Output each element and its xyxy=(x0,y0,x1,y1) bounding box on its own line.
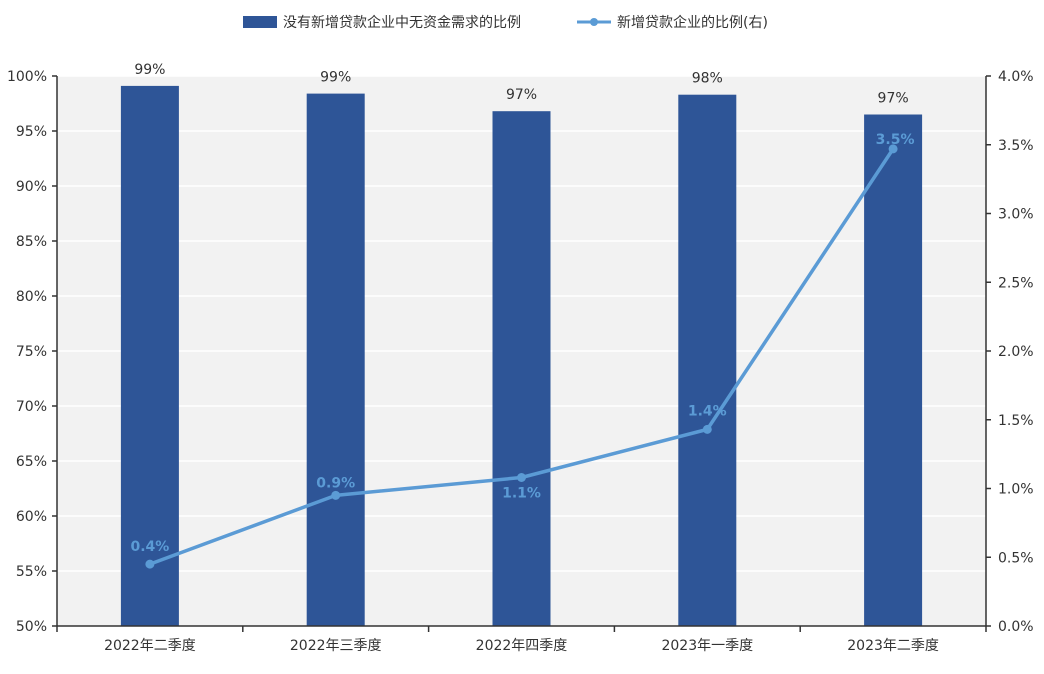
line-data-label: 0.9% xyxy=(316,475,355,491)
bar xyxy=(306,93,365,627)
x-tick-label: 2022年四季度 xyxy=(476,638,568,654)
right-tick-label: 3.0% xyxy=(998,207,1034,223)
left-tick-label: 80% xyxy=(16,289,47,305)
line-data-label: 1.1% xyxy=(502,486,541,502)
legend-bar-swatch xyxy=(243,16,277,28)
bar xyxy=(492,111,551,626)
bar-data-label: 98% xyxy=(692,71,723,87)
left-tick-label: 85% xyxy=(16,234,47,250)
left-tick-label: 95% xyxy=(16,124,47,140)
bar-data-label: 99% xyxy=(134,62,165,78)
left-tick-label: 50% xyxy=(16,619,47,635)
bar-series xyxy=(120,85,923,627)
left-tick-label: 70% xyxy=(16,399,47,415)
bar xyxy=(678,94,737,626)
line-data-label: 1.4% xyxy=(688,403,727,419)
legend-line-marker xyxy=(590,18,598,26)
line-series xyxy=(145,144,898,569)
right-tick-label: 1.5% xyxy=(998,413,1034,429)
x-tick-label: 2023年一季度 xyxy=(661,638,753,654)
axes: 50% 55% 60% 65% 70% 75% 80% 85% 90% 95% 100% 0.0% 0.… xyxy=(7,69,1034,654)
line-point xyxy=(331,490,341,500)
legend-bar-label: 没有新增贷款企业中无资金需求的比例 xyxy=(283,14,521,31)
x-tick-label: 2023年二季度 xyxy=(847,638,939,654)
left-tick-label: 90% xyxy=(16,179,47,195)
x-tick-label: 2022年三季度 xyxy=(290,638,382,654)
line-point xyxy=(517,473,526,482)
right-tick-label: 2.5% xyxy=(998,275,1034,291)
right-tick-label: 2.0% xyxy=(998,344,1034,360)
left-tick-label: 60% xyxy=(16,509,47,525)
right-tick-label: 0.5% xyxy=(998,550,1034,566)
legend[interactable]: 没有新增贷款企业中无资金需求的比例 新增贷款企业的比例(右) xyxy=(243,14,768,31)
right-tick-label: 0.0% xyxy=(998,619,1034,635)
line-point xyxy=(888,144,898,154)
bar xyxy=(864,114,923,626)
bar-data-label: 97% xyxy=(878,91,909,107)
line-point xyxy=(702,424,712,434)
line-point xyxy=(145,559,155,569)
left-tick-label: 75% xyxy=(16,344,47,360)
right-tick-label: 1.0% xyxy=(998,482,1034,498)
line-data-label: 3.5% xyxy=(876,132,915,148)
legend-line-label: 新增贷款企业的比例(右) xyxy=(617,14,768,31)
right-tick-label: 3.5% xyxy=(998,138,1034,154)
bar xyxy=(120,85,179,626)
left-tick-label: 100% xyxy=(7,69,47,85)
left-tick-label: 55% xyxy=(16,564,47,580)
right-tick-label: 4.0% xyxy=(998,69,1034,85)
data-labels: 99% 99% 97% 98% 97% 0.4% 0.9% 1.1% 1.4% 3.5% xyxy=(130,62,914,555)
left-tick-label: 65% xyxy=(16,454,47,470)
bar-data-label: 99% xyxy=(320,70,351,86)
line-data-label: 0.4% xyxy=(130,539,169,555)
x-tick-label: 2022年二季度 xyxy=(104,638,196,654)
bar-data-label: 97% xyxy=(506,87,537,103)
